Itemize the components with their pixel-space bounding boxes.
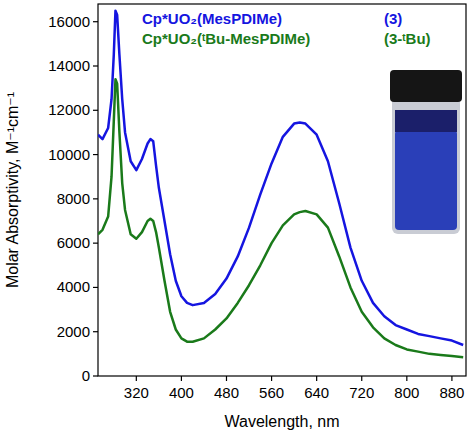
- y-tick: [93, 375, 98, 376]
- y-tick-label: 0: [82, 367, 90, 384]
- x-tick: [226, 376, 227, 381]
- y-tick-label: 16000: [48, 13, 90, 30]
- y-tick-label: 14000: [48, 57, 90, 74]
- x-tick-label: 720: [349, 384, 374, 401]
- x-tick-label: 800: [394, 384, 419, 401]
- x-tick: [136, 376, 137, 381]
- x-tick-label: 640: [304, 384, 329, 401]
- plot-lines: [98, 11, 463, 358]
- x-tick-label: 320: [124, 384, 149, 401]
- y-tick: [93, 198, 98, 199]
- y-tick-label: 2000: [57, 323, 90, 340]
- y-tick-label: 4000: [57, 278, 90, 295]
- y-tick-label: 8000: [57, 190, 90, 207]
- plot-frame: [98, 4, 466, 376]
- legend-label: Cp*UO₂(ᵗBu-MesPDIMe): [142, 30, 310, 47]
- y-tick-label: 12000: [48, 101, 90, 118]
- x-tick-label: 880: [439, 384, 464, 401]
- y-tick: [93, 154, 98, 155]
- x-tick-label: 480: [214, 384, 239, 401]
- chart: 0 2000 4000 6000 8000 10000 12000 14000 16000 320…: [0, 0, 473, 433]
- spectrum-line: [98, 11, 463, 345]
- x-tick-label: 400: [169, 384, 194, 401]
- vial-glass: [392, 96, 460, 234]
- vial-liquid: [395, 130, 457, 230]
- vial-photo: [390, 70, 462, 234]
- x-tick: [181, 376, 182, 381]
- y-tick: [93, 65, 98, 66]
- y-axis-title: Molar Absorptivity, M⁻¹cm⁻¹: [4, 92, 21, 288]
- x-tick: [406, 376, 407, 381]
- x-tick: [451, 376, 452, 381]
- y-tick-label: 6000: [57, 234, 90, 251]
- x-tick: [361, 376, 362, 381]
- y-tick: [93, 331, 98, 332]
- spectrum-line: [98, 79, 463, 357]
- x-tick: [316, 376, 317, 381]
- vial-cap: [390, 70, 462, 102]
- y-tick: [93, 287, 98, 288]
- y-tick-label: 10000: [48, 146, 90, 163]
- y-tick: [93, 21, 98, 22]
- legend: Cp*UO₂(MesPDIMe) (3) Cp*UO₂(ᵗBu-MesPDIMe) (…: [142, 10, 431, 47]
- x-tick: [271, 376, 272, 381]
- compound-label: (3): [384, 10, 402, 27]
- x-tick-label: 560: [259, 384, 284, 401]
- legend-label: Cp*UO₂(MesPDIMe): [142, 10, 282, 27]
- compound-label: (3-ᵗBu): [384, 30, 431, 47]
- x-axis-title: Wavelength, nm: [224, 413, 339, 430]
- y-tick: [93, 243, 98, 244]
- vial-liquid-top: [395, 110, 457, 132]
- y-tick: [93, 110, 98, 111]
